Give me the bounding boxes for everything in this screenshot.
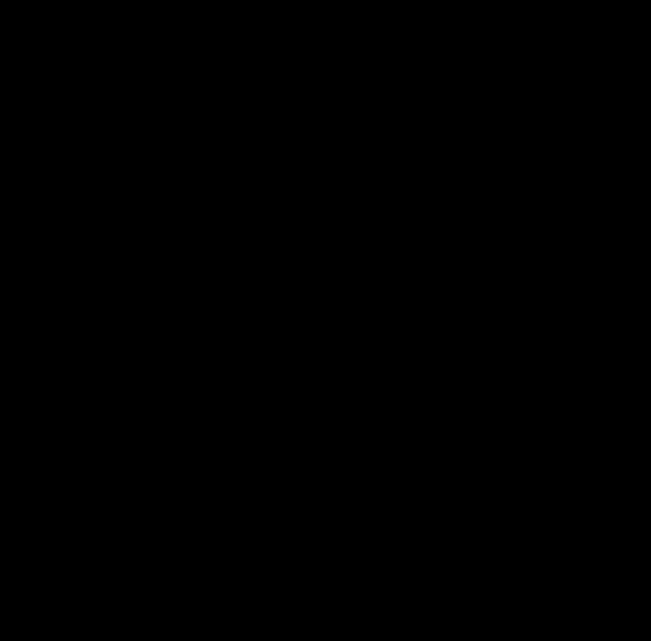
- watermark-bottom: [25, 409, 271, 477]
- watermark-top: [329, 56, 567, 118]
